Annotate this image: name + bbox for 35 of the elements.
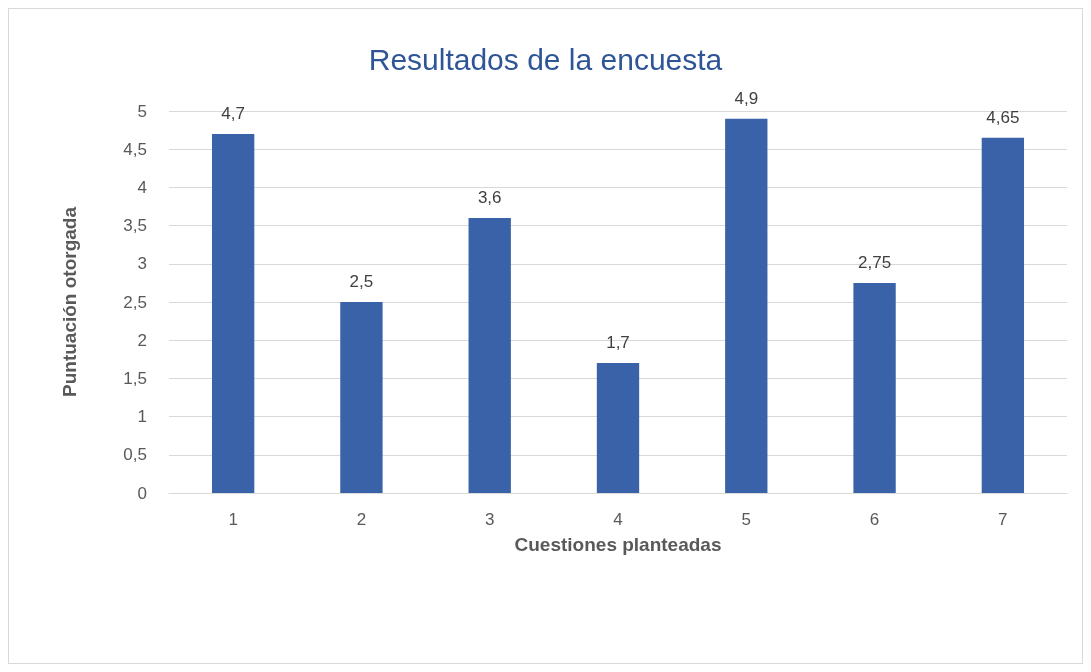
data-label: 4,9 bbox=[734, 88, 759, 108]
bar bbox=[725, 118, 768, 493]
chart-title: Resultados de la encuesta bbox=[368, 42, 723, 76]
y-tick-label: 2,5 bbox=[123, 292, 147, 312]
y-tick-label: 0 bbox=[137, 483, 147, 503]
bar bbox=[468, 217, 511, 493]
y-tick-label: 2 bbox=[137, 330, 147, 350]
bar bbox=[211, 133, 255, 493]
data-label: 4,65 bbox=[986, 107, 1020, 127]
bar bbox=[596, 363, 640, 493]
x-tick-label: 7 bbox=[998, 510, 1008, 529]
x-tick-label: 4 bbox=[613, 510, 623, 529]
bar bbox=[853, 282, 896, 493]
y-tick-label: 0,5 bbox=[123, 445, 147, 465]
bar bbox=[340, 302, 383, 493]
data-label: 3,6 bbox=[477, 187, 502, 207]
x-axis-title: Cuestiones planteadas bbox=[514, 534, 722, 555]
y-tick-label: 1,5 bbox=[123, 368, 147, 388]
x-tick-label: 3 bbox=[484, 510, 495, 529]
data-label: 4,7 bbox=[221, 103, 245, 123]
x-tick-label: 5 bbox=[741, 510, 752, 529]
y-tick-label: 5 bbox=[137, 101, 147, 121]
bar bbox=[981, 137, 1025, 493]
y-axis-title: Puntuación otorgada bbox=[59, 206, 80, 397]
data-label: 2,75 bbox=[858, 252, 892, 272]
x-tick-label: 2 bbox=[356, 510, 367, 529]
data-label: 2,5 bbox=[349, 272, 374, 291]
y-tick-label: 4 bbox=[137, 177, 147, 197]
x-tick-label: 6 bbox=[869, 510, 880, 529]
x-tick-label: 1 bbox=[228, 510, 238, 529]
y-tick-label: 4,5 bbox=[123, 139, 147, 159]
y-tick-label: 3 bbox=[137, 254, 147, 274]
data-label: 1,7 bbox=[606, 333, 630, 353]
y-tick-label: 1 bbox=[137, 407, 147, 427]
y-tick-label: 3,5 bbox=[123, 216, 147, 236]
